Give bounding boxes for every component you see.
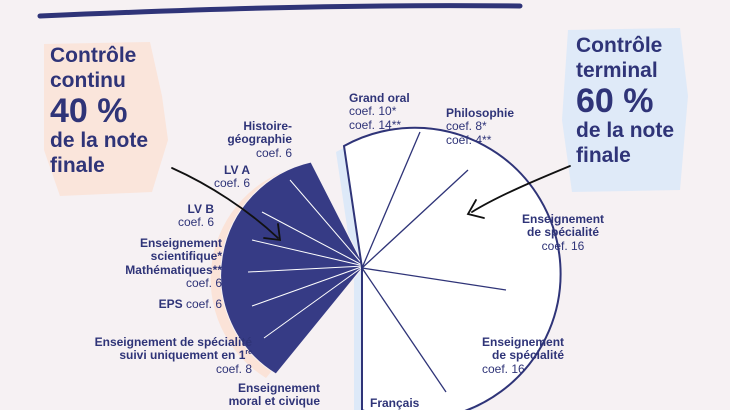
label-francais: Français — [370, 396, 420, 410]
right-title-line2: terminal — [576, 58, 658, 82]
label-lv-b: LV B coef. 6 — [177, 202, 214, 230]
right-arrow — [466, 165, 571, 219]
label-specialite-2: Enseignement de spécialité coef. 16 — [482, 335, 565, 376]
left-title-line5: finale — [50, 153, 105, 177]
label-philosophie: Philosophie coef. 8* coef. 4** — [446, 106, 515, 147]
label-lv-a: LV A coef. 6 — [213, 163, 250, 191]
top-brush-stroke — [37, 3, 523, 19]
left-title-line2: continu — [50, 68, 126, 92]
label-eps: EPS coef. 6 — [158, 297, 222, 311]
continuous-assessment-title: Contrôle continu 40 % de la note finale — [50, 44, 148, 179]
left-title-percent: 40 % — [50, 91, 128, 130]
left-arrow — [171, 167, 282, 242]
label-enseignement-scientifique: Enseignement scientifique* Mathématiques… — [125, 236, 222, 291]
left-title-line4: de la note — [50, 129, 149, 153]
label-grand-oral: Grand oral coef. 10* coef. 14** — [349, 91, 410, 132]
right-title-line5: finale — [576, 143, 631, 167]
label-enseignement-moral-civique: Enseignement moral et civique — [228, 381, 320, 409]
right-title-highlight — [562, 28, 688, 192]
right-title-percent: 60 % — [576, 81, 654, 120]
right-title-line4: de la note — [576, 119, 675, 143]
label-specialite-premiere: Enseignement de spécialité suivi uniquem… — [94, 335, 252, 376]
continuous-assessment-sector — [220, 161, 365, 375]
final-exam-sector — [342, 126, 562, 410]
right-title-line1: Contrôle — [576, 34, 663, 57]
label-histoire-geographie: Histoire- géographie coef. 6 — [227, 119, 292, 160]
left-title-highlight — [44, 42, 168, 196]
final-exam-dividers — [361, 131, 507, 393]
left-title-line1: Contrôle — [50, 44, 137, 67]
final-exam-title: Contrôle terminal 60 % de la note finale — [576, 34, 674, 169]
continuous-assessment-dividers — [247, 179, 365, 339]
label-specialite-1: Enseignement de spécialité coef. 16 — [522, 212, 605, 253]
